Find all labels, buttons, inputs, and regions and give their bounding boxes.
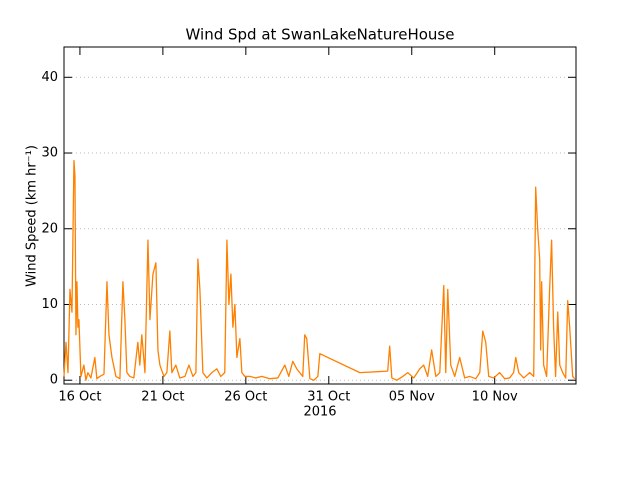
x-axis-label: 2016: [303, 405, 336, 420]
x-tick-label: 16 Oct: [58, 390, 101, 405]
y-tick-label: 0: [50, 373, 58, 388]
y-tick-label: 20: [41, 221, 58, 236]
x-tick-label: 31 Oct: [307, 390, 350, 405]
x-tick-label: 26 Oct: [224, 390, 267, 405]
y-tick-label: 10: [41, 297, 58, 312]
plot-frame: [63, 46, 577, 385]
x-tick-label: 21 Oct: [141, 390, 184, 405]
data-line: [63, 159, 576, 381]
x-tick-label: 10 Nov: [472, 390, 518, 405]
y-tick-label: 30: [41, 146, 58, 161]
chart-title: Wind Spd at SwanLakeNatureHouse: [186, 26, 455, 44]
y-axis-label: Wind Speed (km hr⁻¹): [25, 145, 40, 287]
y-tick-label: 40: [41, 70, 58, 85]
x-tick-label: 05 Nov: [389, 390, 435, 405]
